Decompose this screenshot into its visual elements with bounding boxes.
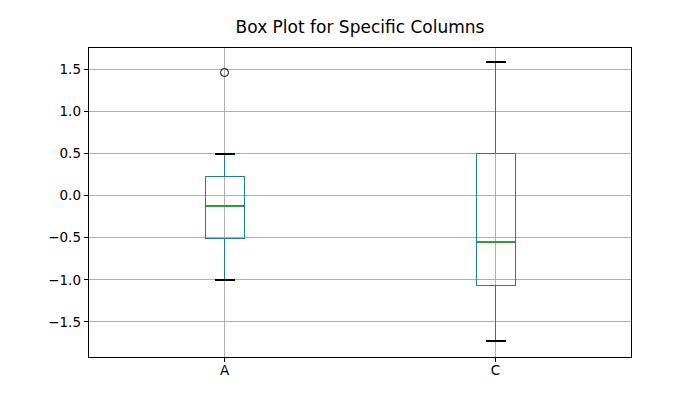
y-tick-label: 1.0	[0, 103, 81, 119]
cap-upper-c	[486, 61, 506, 63]
chart-title: Box Plot for Specific Columns	[88, 17, 632, 37]
cap-lower-c	[486, 340, 506, 342]
gridline-horizontal	[89, 69, 631, 70]
box-a	[205, 176, 245, 239]
box-c	[476, 153, 516, 286]
gridline-horizontal	[89, 237, 631, 238]
y-tick-mark	[84, 195, 88, 196]
gridline-horizontal	[89, 321, 631, 322]
y-tick-label: 0.5	[0, 145, 81, 161]
whisker-upper-a	[224, 154, 226, 176]
y-tick-mark	[84, 237, 88, 238]
x-tick-label: C	[476, 362, 516, 378]
y-tick-mark	[84, 321, 88, 322]
y-tick-label: −0.5	[0, 229, 81, 245]
y-tick-label: −1.5	[0, 314, 81, 330]
plot-area	[88, 47, 632, 358]
cap-upper-a	[215, 153, 235, 155]
median-c	[477, 241, 515, 243]
x-tick-label: A	[205, 362, 245, 378]
y-tick-label: −1.0	[0, 272, 81, 288]
flier-a-0	[220, 68, 229, 77]
y-tick-mark	[84, 111, 88, 112]
whisker-lower-c	[495, 286, 497, 341]
gridline-horizontal	[89, 195, 631, 196]
y-tick-mark	[84, 69, 88, 70]
whisker-upper-c	[495, 62, 497, 153]
whisker-lower-a	[224, 239, 226, 280]
figure: Box Plot for Specific Columns 1.5 1.0 0.5 0…	[0, 0, 700, 400]
y-tick-mark	[84, 153, 88, 154]
cap-lower-a	[215, 279, 235, 281]
gridline-horizontal	[89, 153, 631, 154]
gridline-horizontal	[89, 279, 631, 280]
gridline-horizontal	[89, 111, 631, 112]
median-a	[206, 205, 244, 207]
y-tick-label: 0.0	[0, 187, 81, 203]
y-tick-label: 1.5	[0, 61, 81, 77]
y-tick-mark	[84, 279, 88, 280]
